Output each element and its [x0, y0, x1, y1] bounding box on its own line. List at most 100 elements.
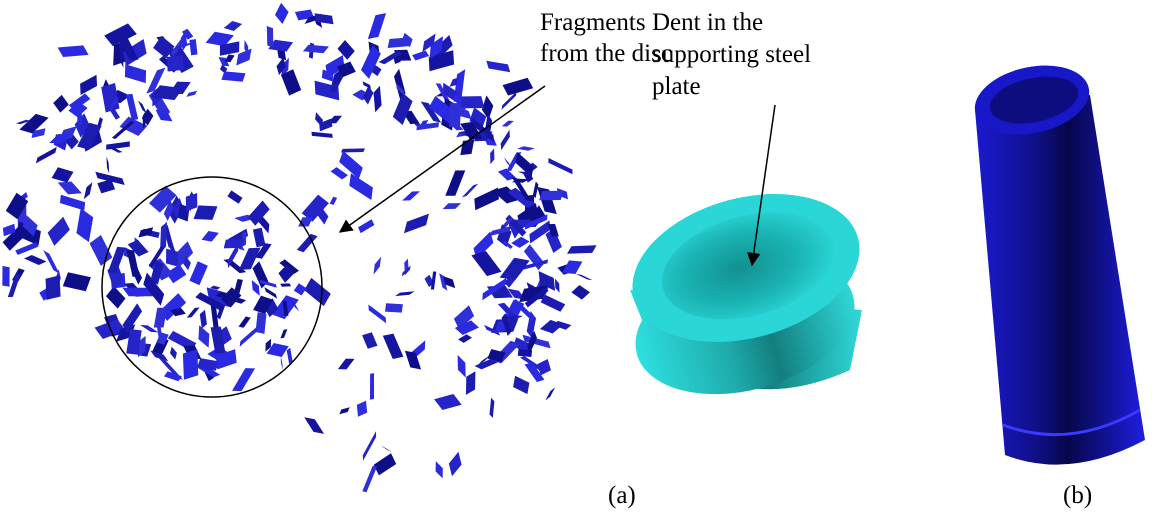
fragment [126, 94, 138, 121]
fragment [363, 81, 371, 89]
fragment [416, 122, 439, 130]
fragment [374, 453, 397, 475]
fragment [571, 285, 590, 300]
fragment [383, 334, 404, 359]
fragments [2, 3, 596, 492]
fragment [297, 234, 318, 252]
fragment [256, 312, 267, 334]
fragment [312, 132, 333, 138]
fragment [125, 64, 146, 83]
fragment [362, 466, 377, 492]
fragment [490, 148, 494, 164]
fragment [15, 242, 38, 255]
figure: Fragments from the disc Dent in the supp… [0, 0, 1157, 521]
fragment [48, 217, 70, 246]
fragment [458, 334, 472, 343]
fragment [253, 228, 266, 248]
fragment [349, 173, 373, 200]
disc [616, 170, 876, 416]
fragment [517, 146, 535, 151]
fragment [239, 317, 251, 328]
fragment [331, 167, 348, 179]
fragment [275, 3, 289, 24]
fragment [24, 255, 47, 265]
fragment [108, 247, 126, 273]
fragment [385, 303, 403, 312]
fragment [264, 287, 277, 299]
fragment [539, 191, 563, 201]
fragment [445, 170, 465, 195]
fragment [281, 356, 283, 370]
fragment [60, 195, 85, 211]
panel-label: (a) [608, 482, 636, 509]
fragment [280, 329, 287, 338]
fragment [338, 359, 355, 370]
fragment [170, 347, 177, 360]
fragment [395, 291, 415, 296]
fragment [225, 54, 235, 62]
fragment [576, 274, 593, 280]
fragment [76, 208, 93, 242]
fragment [186, 91, 197, 97]
fragment [486, 61, 510, 72]
fragment [490, 398, 495, 418]
fragment [466, 371, 476, 395]
fragment [370, 373, 374, 400]
fragment [358, 219, 374, 233]
fragment [541, 295, 566, 312]
fragment [458, 355, 466, 378]
fragment [287, 348, 293, 364]
fragment [304, 417, 324, 434]
fragment [200, 310, 207, 329]
fragment [183, 349, 198, 379]
fragment [53, 95, 69, 113]
fragment [503, 78, 534, 96]
fragment [533, 181, 539, 198]
fragment [106, 141, 130, 149]
fragment [449, 452, 462, 477]
fragment [106, 286, 126, 309]
fragment [202, 231, 219, 242]
fragment [511, 237, 529, 248]
fragment [567, 245, 597, 254]
fragment [374, 257, 382, 275]
fragment [106, 157, 109, 174]
fragment [304, 278, 331, 306]
fragment [501, 130, 510, 151]
fragment [330, 197, 337, 205]
fragment [548, 158, 572, 174]
fragment [234, 279, 243, 294]
fragment [58, 182, 82, 195]
fragment [280, 283, 291, 286]
fragment [194, 205, 218, 220]
fragment [294, 283, 307, 295]
fragment [303, 45, 329, 54]
cylinder [968, 56, 1145, 465]
fragment [362, 332, 377, 349]
fragment [156, 110, 173, 122]
fragment [513, 376, 529, 394]
annotation: Dent in the supporting steel plate [652, 9, 817, 100]
fragment [227, 190, 242, 203]
fragment [224, 239, 244, 249]
fragment [166, 249, 178, 267]
fragment [80, 75, 97, 95]
fragment [555, 279, 560, 293]
fragment [368, 13, 386, 39]
fragment [434, 394, 462, 410]
fragment [504, 157, 512, 168]
fragment [186, 193, 198, 211]
fragment [502, 121, 514, 127]
fragment [77, 99, 82, 125]
fragment [357, 401, 367, 417]
fragment [436, 461, 443, 478]
fragment [380, 445, 392, 452]
fragment [189, 261, 207, 285]
fragment [363, 86, 374, 105]
fragment [404, 214, 429, 234]
fragment [471, 251, 501, 276]
fragment [84, 182, 93, 199]
fragment [189, 39, 197, 55]
fragment [198, 325, 209, 348]
fragment [46, 275, 61, 300]
